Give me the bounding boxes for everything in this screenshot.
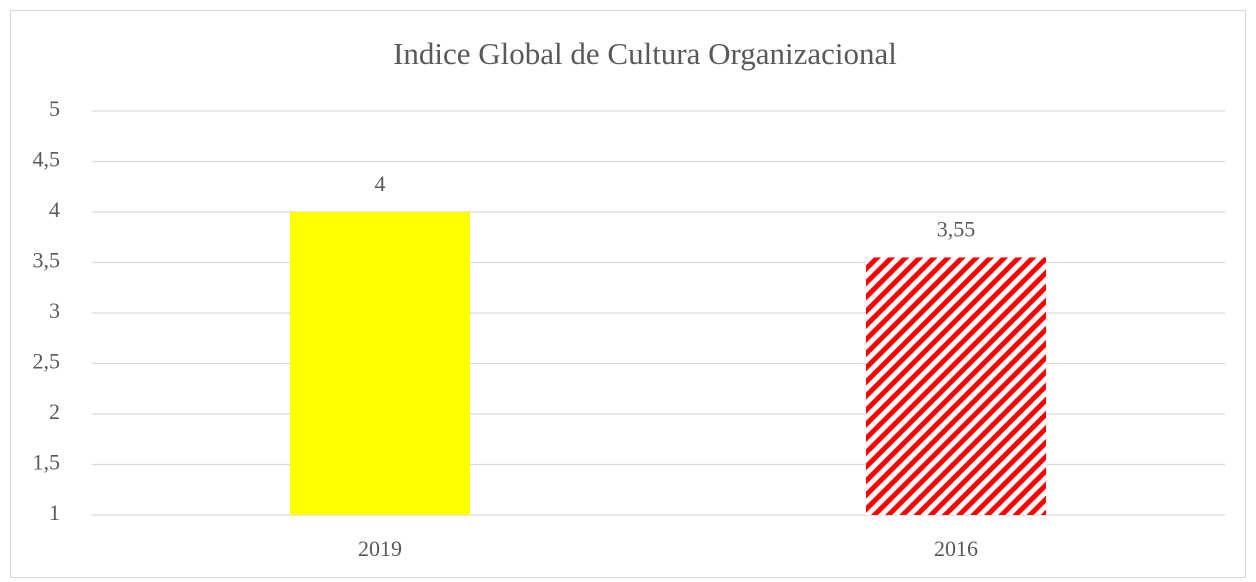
y-tick-label: 3 [49, 298, 60, 323]
bar [290, 212, 470, 515]
y-tick-label: 2,5 [33, 349, 61, 374]
x-tick-label: 2019 [358, 536, 402, 561]
bar [866, 257, 1046, 515]
chart-border [10, 10, 1246, 578]
y-tick-label: 2 [49, 399, 60, 424]
y-tick-label: 3,5 [33, 248, 61, 273]
y-tick-label: 4 [49, 197, 60, 222]
x-tick-label: 2016 [934, 536, 978, 561]
y-tick-label: 5 [49, 96, 60, 121]
chart-title: Indice Global de Cultura Organizacional [393, 36, 897, 71]
y-tick-label: 1,5 [33, 450, 61, 475]
value-label: 4 [375, 171, 386, 196]
value-label: 3,55 [937, 216, 976, 241]
y-tick-label: 4,5 [33, 147, 61, 172]
y-tick-label: 1 [49, 500, 60, 525]
